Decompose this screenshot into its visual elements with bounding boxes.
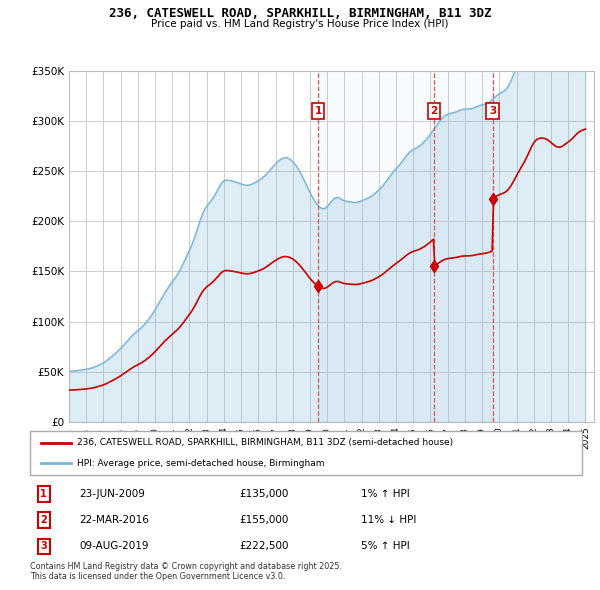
Text: 1: 1 — [40, 489, 47, 499]
Text: 23-JUN-2009: 23-JUN-2009 — [80, 489, 146, 499]
Text: 11% ↓ HPI: 11% ↓ HPI — [361, 515, 416, 525]
Text: £222,500: £222,500 — [240, 542, 289, 552]
Text: 236, CATESWELL ROAD, SPARKHILL, BIRMINGHAM, B11 3DZ (semi-detached house): 236, CATESWELL ROAD, SPARKHILL, BIRMINGH… — [77, 438, 453, 447]
Text: 2: 2 — [431, 106, 438, 116]
Text: 1% ↑ HPI: 1% ↑ HPI — [361, 489, 410, 499]
Text: HPI: Average price, semi-detached house, Birmingham: HPI: Average price, semi-detached house,… — [77, 458, 325, 467]
Text: £155,000: £155,000 — [240, 515, 289, 525]
Text: Price paid vs. HM Land Registry's House Price Index (HPI): Price paid vs. HM Land Registry's House … — [151, 19, 449, 30]
Text: 22-MAR-2016: 22-MAR-2016 — [80, 515, 149, 525]
Text: Contains HM Land Registry data © Crown copyright and database right 2025.
This d: Contains HM Land Registry data © Crown c… — [30, 562, 342, 581]
Text: 3: 3 — [40, 542, 47, 552]
Text: 1: 1 — [314, 106, 322, 116]
Text: 09-AUG-2019: 09-AUG-2019 — [80, 542, 149, 552]
Bar — [318, 71, 493, 422]
Text: £135,000: £135,000 — [240, 489, 289, 499]
Text: 3: 3 — [489, 106, 496, 116]
Text: 236, CATESWELL ROAD, SPARKHILL, BIRMINGHAM, B11 3DZ: 236, CATESWELL ROAD, SPARKHILL, BIRMINGH… — [109, 7, 491, 20]
Text: 2: 2 — [40, 515, 47, 525]
Text: 5% ↑ HPI: 5% ↑ HPI — [361, 542, 410, 552]
